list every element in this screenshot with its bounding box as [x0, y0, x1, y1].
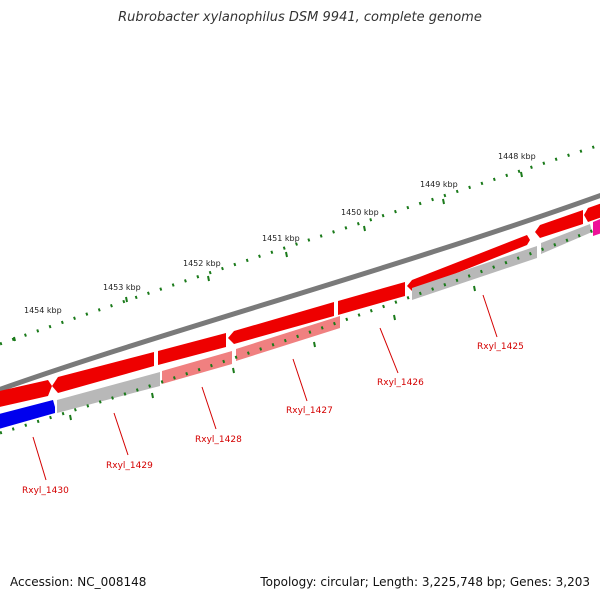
gene-label-rxyl-1426[interactable]: Rxyl_1426	[377, 378, 424, 388]
scale-label-1453: 1453 kbp	[103, 283, 141, 292]
accession-text: Accession: NC_008148	[10, 575, 147, 589]
cds-feature[interactable]	[407, 235, 530, 291]
scale-label-1452: 1452 kbp	[183, 259, 221, 268]
map-title: Rubrobacter xylanophilus DSM 9941, compl…	[118, 10, 482, 25]
gene-label-rxyl-1427[interactable]: Rxyl_1427	[286, 406, 333, 416]
gene-feature-1425[interactable]	[412, 246, 537, 300]
scale-label-1448: 1448 kbp	[498, 152, 536, 161]
cds-feature[interactable]	[52, 352, 154, 393]
gene-feature-blue[interactable]	[0, 400, 55, 430]
cds-feature[interactable]	[158, 333, 226, 365]
scale-label-1454: 1454 kbp	[24, 306, 62, 315]
inner-major-ticks	[69, 285, 476, 421]
cds-track-forward	[0, 202, 600, 408]
gene-label-rxyl-1430[interactable]: Rxyl_1430	[22, 486, 69, 496]
gene-label-rxyl-1429[interactable]: Rxyl_1429	[106, 461, 153, 471]
cds-feature[interactable]	[0, 380, 52, 408]
gene-label-rxyl-1425[interactable]: Rxyl_1425	[477, 342, 524, 352]
genome-summary-text: Topology: circular; Length: 3,225,748 bp…	[260, 575, 590, 589]
cds-feature[interactable]	[338, 282, 405, 315]
cds-feature[interactable]	[535, 210, 583, 238]
gene-feature-1427[interactable]	[236, 316, 340, 361]
cds-feature[interactable]	[584, 202, 600, 222]
scale-label-1450: 1450 kbp	[341, 208, 379, 217]
scale-label-1451: 1451 kbp	[262, 234, 300, 243]
gene-label-rxyl-1428[interactable]: Rxyl_1428	[195, 435, 242, 445]
label-leaders	[32, 294, 498, 481]
genome-backbone	[0, 192, 600, 393]
scale-label-1449: 1449 kbp	[420, 180, 458, 189]
gene-feature-1428[interactable]	[162, 351, 232, 384]
outer-scale-ring	[0, 143, 600, 346]
gene-feature-magenta[interactable]	[593, 217, 600, 236]
cds-feature[interactable]	[228, 302, 334, 344]
gene-track	[0, 217, 600, 430]
outer-major-ticks	[13, 171, 523, 342]
gene-feature-1429[interactable]	[57, 372, 160, 413]
